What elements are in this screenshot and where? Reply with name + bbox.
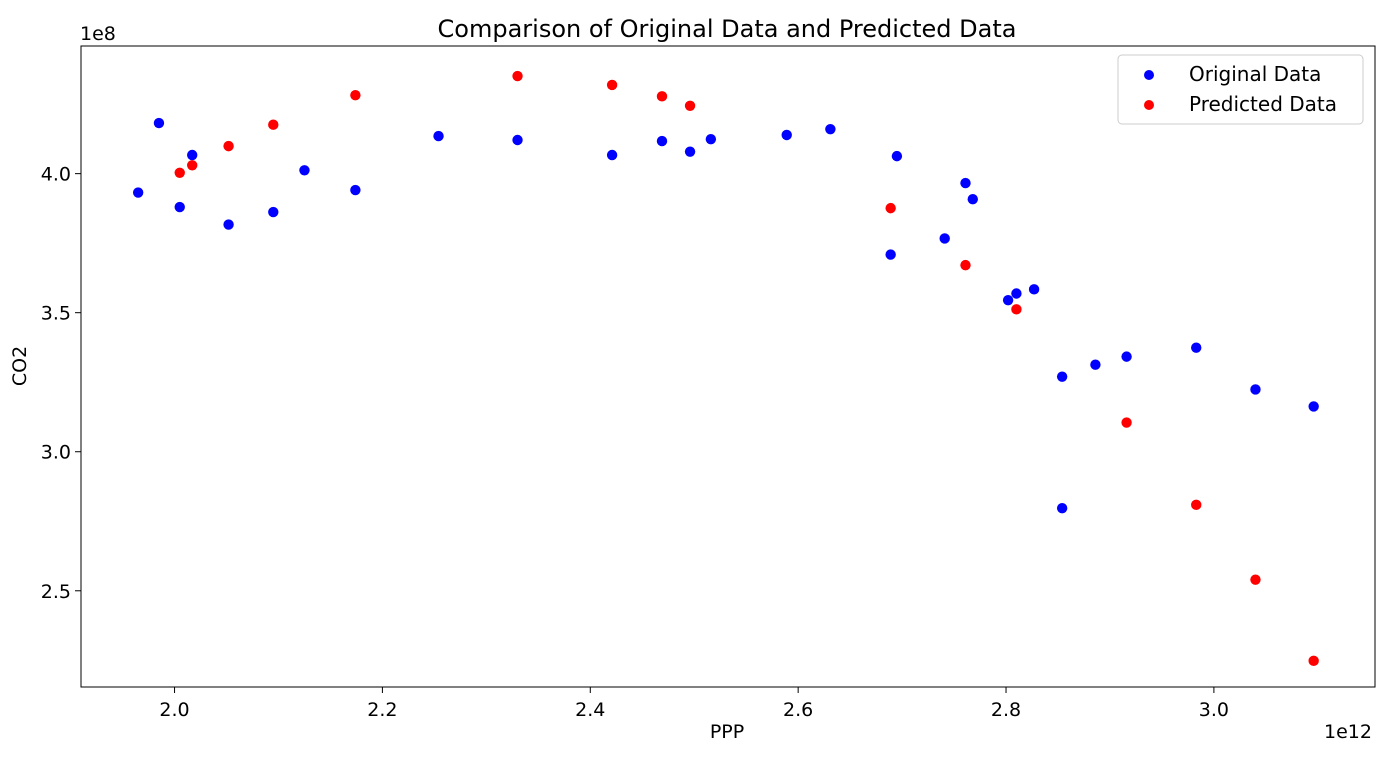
predicted-data-point xyxy=(1011,304,1022,315)
original-data-point xyxy=(1011,288,1022,299)
predicted-data-point xyxy=(174,167,185,179)
predicted-data-point xyxy=(1250,574,1261,585)
legend-box xyxy=(1117,54,1364,125)
predicted-data-point xyxy=(684,100,696,111)
predicted-data-point xyxy=(512,70,523,82)
original-data-point xyxy=(705,133,717,145)
y-axis-label: CO2 xyxy=(9,346,31,386)
x-tick-label: 2.0 xyxy=(159,699,189,721)
original-data-point xyxy=(350,184,361,196)
y-tick-label: 4.0 xyxy=(41,164,71,186)
series-predicted-data xyxy=(174,70,1319,667)
predicted-data-point xyxy=(1191,499,1202,511)
original-data-point xyxy=(939,233,950,244)
predicted-data-point xyxy=(960,259,971,271)
predicted-data-point xyxy=(1308,655,1319,667)
original-data-point xyxy=(1121,351,1132,362)
original-data-point xyxy=(1250,384,1261,395)
y-tick-label: 3.5 xyxy=(41,303,71,325)
x-tick-label: 2.2 xyxy=(367,699,397,721)
x-tick-label: 2.8 xyxy=(991,699,1021,721)
x-axis-offset-label: 1e12 xyxy=(1324,721,1372,743)
predicted-data-point xyxy=(1121,417,1132,428)
original-data-point xyxy=(1002,294,1014,306)
x-tick-label: 3.0 xyxy=(1199,699,1229,721)
legend-marker-original xyxy=(1144,70,1154,80)
original-data-point xyxy=(433,130,444,142)
series-layer xyxy=(132,70,1319,667)
original-data-point xyxy=(891,150,903,162)
original-data-point xyxy=(606,149,618,161)
chart-title: Comparison of Original Data and Predicte… xyxy=(438,15,1017,43)
original-data-point xyxy=(512,134,523,146)
original-data-point xyxy=(187,149,198,161)
original-data-point xyxy=(885,249,896,260)
x-tick-label: 2.4 xyxy=(575,699,605,721)
original-data-point xyxy=(960,177,971,189)
original-data-point xyxy=(223,219,234,230)
predicted-data-point xyxy=(606,79,618,91)
predicted-data-point xyxy=(656,91,668,102)
predicted-data-point xyxy=(350,90,361,101)
predicted-data-point xyxy=(885,202,896,214)
original-data-point xyxy=(299,165,310,176)
original-data-point xyxy=(1056,371,1068,382)
original-data-point xyxy=(1191,342,1202,353)
predicted-data-point xyxy=(223,140,234,152)
original-data-point xyxy=(1308,401,1319,412)
predicted-data-point xyxy=(268,119,279,130)
original-data-point xyxy=(1056,502,1068,514)
original-data-point xyxy=(684,146,696,157)
original-data-point xyxy=(1090,359,1101,370)
legend: Original Data Predicted Data xyxy=(1117,54,1364,125)
y-axis-ticks: 2.5 3.0 3.5 4.0 xyxy=(41,164,81,603)
y-tick-label: 2.5 xyxy=(41,581,71,603)
y-tick-label: 3.0 xyxy=(41,442,71,464)
x-axis-label: PPP xyxy=(710,721,744,743)
original-data-point xyxy=(268,206,279,218)
plot-area xyxy=(80,45,1376,688)
x-tick-label: 2.6 xyxy=(783,699,813,721)
original-data-point xyxy=(132,187,144,198)
original-data-point xyxy=(656,135,668,147)
original-data-point xyxy=(153,117,165,129)
original-data-point xyxy=(174,201,185,213)
original-data-point xyxy=(967,194,978,205)
original-data-point xyxy=(825,123,836,135)
series-original-data xyxy=(132,117,1319,514)
x-axis-ticks: 2.0 2.2 2.4 2.6 2.8 3.0 xyxy=(159,687,1229,721)
legend-label-predicted: Predicted Data xyxy=(1189,92,1337,116)
legend-marker-predicted xyxy=(1144,100,1154,110)
legend-label-original: Original Data xyxy=(1189,62,1321,86)
original-data-point xyxy=(1028,284,1040,295)
predicted-data-point xyxy=(187,160,198,171)
original-data-point xyxy=(781,129,792,141)
y-axis-offset-label: 1e8 xyxy=(80,23,116,45)
